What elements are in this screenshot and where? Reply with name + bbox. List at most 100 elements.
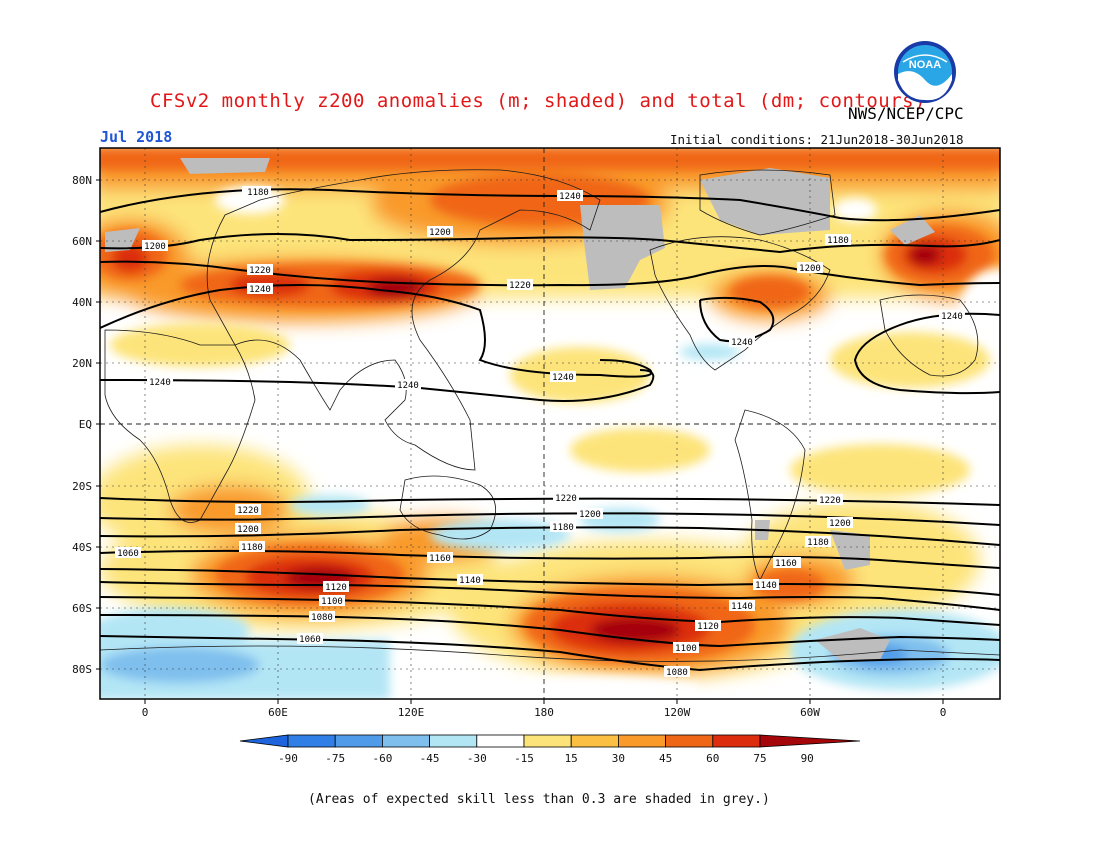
lat-tick-label: 60S bbox=[72, 602, 92, 615]
svg-text:1200: 1200 bbox=[579, 510, 601, 520]
svg-text:1140: 1140 bbox=[459, 576, 481, 586]
lon-tick-label: 0 bbox=[940, 706, 947, 719]
coastlines bbox=[100, 169, 1000, 662]
noaa-logo: NOAA bbox=[894, 41, 956, 103]
lat-tick-label: 40S bbox=[72, 541, 92, 554]
colorbar-tick-label: -15 bbox=[514, 752, 534, 765]
contour-label: 1240 bbox=[247, 283, 273, 295]
contour-label: 1140 bbox=[457, 574, 483, 586]
lat-tick-label: 80S bbox=[72, 663, 92, 676]
contour-label: 1240 bbox=[395, 379, 421, 391]
colorbar-tick-label: -90 bbox=[278, 752, 298, 765]
latitude-labels: 80N 60N 40N 20N EQ 20S 40S 60S 80S bbox=[72, 174, 100, 676]
colorbar-swatch bbox=[334, 734, 383, 748]
svg-text:1100: 1100 bbox=[675, 644, 697, 654]
colorbar-swatch bbox=[429, 734, 478, 748]
contour-label: 1060 bbox=[297, 633, 323, 645]
contour-label: 1180 bbox=[805, 536, 831, 548]
contour-label: 1180 bbox=[825, 234, 851, 246]
lon-tick-label: 60E bbox=[268, 706, 288, 719]
svg-text:1140: 1140 bbox=[731, 602, 753, 612]
svg-text:1060: 1060 bbox=[299, 635, 321, 645]
colorbar-tick-label: -30 bbox=[467, 752, 487, 765]
chart-title: CFSv2 monthly z200 anomalies (m; shaded)… bbox=[150, 90, 927, 112]
lon-tick-label: 180 bbox=[534, 706, 554, 719]
forecast-month: Jul 2018 bbox=[100, 128, 173, 146]
colorbar-swatch bbox=[381, 734, 430, 748]
svg-text:1080: 1080 bbox=[666, 668, 688, 678]
contour-label: 1220 bbox=[235, 504, 261, 516]
svg-text:1240: 1240 bbox=[559, 192, 581, 202]
colorbar-swatch bbox=[618, 734, 667, 748]
contour-label: 1240 bbox=[147, 376, 173, 388]
svg-text:1180: 1180 bbox=[827, 236, 849, 246]
lat-tick-label: 20S bbox=[72, 480, 92, 493]
svg-text:1180: 1180 bbox=[241, 543, 263, 553]
contour-label: 1120 bbox=[323, 581, 349, 593]
svg-text:1080: 1080 bbox=[311, 613, 333, 623]
svg-text:1220: 1220 bbox=[555, 494, 577, 504]
lat-tick-label: 20N bbox=[72, 357, 92, 370]
lat-tick-label: 80N bbox=[72, 174, 92, 187]
svg-text:1200: 1200 bbox=[799, 264, 821, 274]
agency-label: NWS/NCEP/CPC bbox=[848, 104, 964, 123]
svg-text:1200: 1200 bbox=[429, 228, 451, 238]
noaa-logo-text: NOAA bbox=[909, 59, 941, 71]
contour-label: 1180 bbox=[550, 521, 576, 533]
svg-text:1180: 1180 bbox=[807, 538, 829, 548]
contour-label: 1160 bbox=[427, 552, 453, 564]
colorbar-arrow-right bbox=[759, 734, 861, 748]
svg-text:1240: 1240 bbox=[397, 381, 419, 391]
contour-label: 1080 bbox=[309, 611, 335, 623]
contour-label: 1120 bbox=[695, 620, 721, 632]
footnote: (Areas of expected skill less than 0.3 a… bbox=[308, 792, 770, 807]
colorbar-swatch bbox=[712, 734, 761, 748]
contour-label: 1200 bbox=[142, 240, 168, 252]
colorbar-swatch bbox=[570, 734, 619, 748]
svg-text:1160: 1160 bbox=[429, 554, 451, 564]
contour-label: 1240 bbox=[550, 371, 576, 383]
svg-text:1160: 1160 bbox=[775, 559, 797, 569]
contour-label: 1140 bbox=[729, 600, 755, 612]
svg-text:1120: 1120 bbox=[325, 583, 347, 593]
contour-label: 1220 bbox=[553, 492, 579, 504]
svg-text:1200: 1200 bbox=[237, 525, 259, 535]
svg-text:1240: 1240 bbox=[941, 312, 963, 322]
svg-text:1180: 1180 bbox=[552, 523, 574, 533]
contour-label: 1200 bbox=[577, 508, 603, 520]
colorbar-arrow-left bbox=[239, 734, 289, 748]
lon-tick-label: 0 bbox=[142, 706, 149, 719]
svg-text:1220: 1220 bbox=[237, 506, 259, 516]
lat-tick-label: 60N bbox=[72, 235, 92, 248]
contour-label: 1180 bbox=[245, 186, 271, 198]
colorbar-tick-label: -60 bbox=[372, 752, 392, 765]
colorbar-tick-label: 90 bbox=[801, 752, 814, 765]
contour-label: 1200 bbox=[235, 523, 261, 535]
contour-label: 1060 bbox=[115, 547, 141, 559]
svg-text:1240: 1240 bbox=[552, 373, 574, 383]
contour-label: 1200 bbox=[427, 226, 453, 238]
contour-label: 1160 bbox=[773, 557, 799, 569]
colorbar-swatch bbox=[287, 734, 336, 748]
colorbar-tick-label: 60 bbox=[706, 752, 719, 765]
initial-conditions: Initial conditions: 21Jun2018-30Jun2018 bbox=[670, 132, 964, 147]
colorbar-tick-label: 15 bbox=[565, 752, 578, 765]
contour-label: 1080 bbox=[664, 666, 690, 678]
svg-text:1220: 1220 bbox=[819, 496, 841, 506]
contour-label: 1200 bbox=[797, 262, 823, 274]
svg-text:1220: 1220 bbox=[509, 281, 531, 291]
svg-text:1200: 1200 bbox=[144, 242, 166, 252]
lon-tick-label: 60W bbox=[800, 706, 820, 719]
longitude-labels: 0 60E 120E 180 120W 60W 0 bbox=[142, 699, 947, 719]
contour-label: 1180 bbox=[239, 541, 265, 553]
contour-label: 1100 bbox=[319, 595, 345, 607]
colorbar-tick-label: -45 bbox=[420, 752, 440, 765]
colorbar-swatch bbox=[665, 734, 714, 748]
svg-text:1240: 1240 bbox=[149, 378, 171, 388]
svg-text:1120: 1120 bbox=[697, 622, 719, 632]
colorbar-tick-label: -75 bbox=[325, 752, 345, 765]
contour-label: 1200 bbox=[827, 517, 853, 529]
svg-text:1060: 1060 bbox=[117, 549, 139, 559]
contour-label: 1220 bbox=[507, 279, 533, 291]
